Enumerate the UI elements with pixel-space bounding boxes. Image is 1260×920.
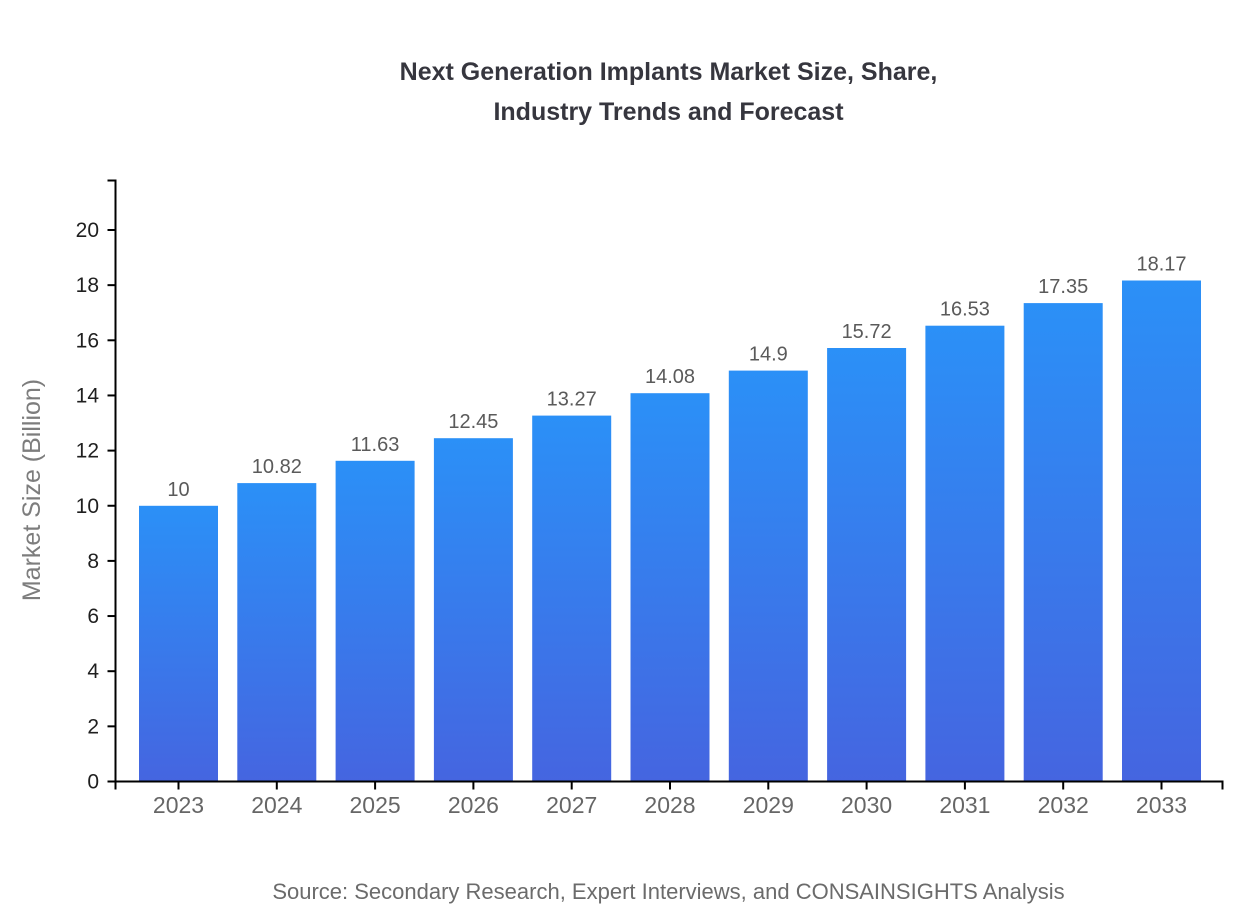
bar-2031 [925, 325, 1005, 782]
bar-2025 [335, 460, 415, 782]
y-tick-label-20: 20 [76, 219, 99, 242]
y-tick-label-2: 2 [87, 715, 99, 738]
x-tick-label-2031: 2031 [939, 792, 990, 818]
y-tick-label-14: 14 [76, 384, 100, 407]
x-tick-label-2024: 2024 [251, 792, 302, 818]
bars-layer [139, 280, 1201, 782]
x-tick-label-2027: 2027 [546, 792, 597, 818]
bar-2032 [1023, 303, 1103, 782]
x-tick-label-2026: 2026 [448, 792, 499, 818]
chart-title-line-1: Next Generation Implants Market Size, Sh… [399, 58, 938, 86]
bar-value-label-2030: 15.72 [842, 321, 892, 343]
y-tick-label-10: 10 [76, 495, 99, 518]
bar-value-label-2029: 14.9 [749, 344, 788, 366]
bar-value-label-2025: 11.63 [351, 434, 400, 456]
y-tick-label-4: 4 [87, 660, 99, 683]
axes-layer [107, 179, 1224, 790]
bar-value-label-2024: 10.82 [252, 456, 302, 478]
x-tick-label-2032: 2032 [1038, 792, 1089, 818]
bar-value-label-2028: 14.08 [645, 366, 695, 388]
y-tick-label-0: 0 [87, 771, 99, 794]
chart-title: Next Generation Implants Market Size, Sh… [115, 52, 1222, 132]
y-tick-label-8: 8 [87, 550, 99, 573]
labels-layer: 10202310.82202411.63202512.45202613.2720… [18, 219, 1187, 818]
x-axis-line [114, 780, 1224, 790]
source-note: Source: Secondary Research, Expert Inter… [272, 879, 1065, 904]
x-tick-label-2030: 2030 [841, 792, 892, 818]
bar-2026 [433, 438, 513, 782]
bar-2030 [827, 348, 907, 782]
y-tick-label-16: 16 [76, 329, 99, 352]
x-tick-label-2023: 2023 [153, 792, 204, 818]
y-tick-label-12: 12 [76, 440, 99, 463]
x-tick-label-2029: 2029 [743, 792, 794, 818]
x-tick-label-2028: 2028 [644, 792, 695, 818]
bar-2027 [532, 415, 612, 782]
bar-2029 [728, 370, 808, 782]
x-tick-label-2033: 2033 [1136, 792, 1187, 818]
bar-value-label-2027: 13.27 [547, 389, 597, 411]
x-tick-label-2025: 2025 [350, 792, 401, 818]
bar-2024 [237, 483, 317, 782]
bar-value-label-2023: 10 [167, 479, 189, 501]
chart-title-line-2: Industry Trends and Forecast [493, 98, 844, 126]
bar-2023 [139, 505, 218, 782]
y-axis-title: Market Size (Billion) [18, 379, 46, 601]
bar-2033 [1122, 280, 1201, 782]
bar-value-label-2031: 16.53 [940, 299, 990, 321]
bar-value-label-2032: 17.35 [1038, 276, 1088, 298]
y-tick-label-6: 6 [87, 605, 99, 628]
bar-2028 [630, 393, 710, 782]
bar-value-label-2026: 12.45 [448, 411, 498, 433]
y-tick-label-18: 18 [76, 274, 99, 297]
y-axis-line [107, 179, 117, 782]
bar-value-label-2033: 18.17 [1136, 254, 1186, 276]
